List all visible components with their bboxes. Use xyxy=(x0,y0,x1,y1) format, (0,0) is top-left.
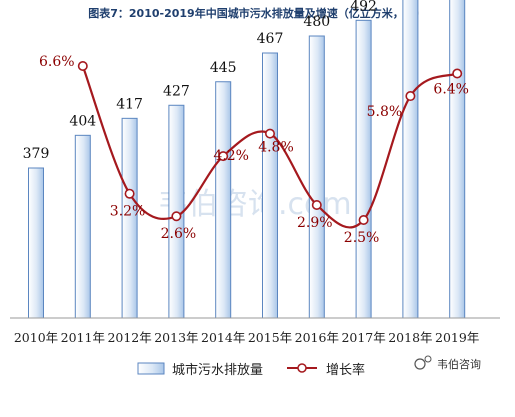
bar-8 xyxy=(402,0,419,319)
bar-value-label-7: 492 xyxy=(350,0,377,14)
bar-0 xyxy=(28,167,44,319)
bar-5 xyxy=(262,52,278,319)
bar-labels-layer: 379404417427445467480492521555 xyxy=(23,0,377,162)
growth-rate-label-4: 4.2% xyxy=(213,148,249,164)
growth-rate-point-9 xyxy=(452,68,463,79)
line-layer xyxy=(77,60,463,229)
growth-rate-label-9: 6.4% xyxy=(433,82,469,98)
x-tick-label-5: 2015年 xyxy=(248,330,292,345)
x-tick-label-4: 2014年 xyxy=(201,330,245,345)
brand-logo-dot-icon xyxy=(424,355,432,363)
growth-rate-label-5: 4.8% xyxy=(258,140,294,156)
growth-rate-point-6 xyxy=(311,199,322,210)
bar-value-label-0: 379 xyxy=(23,146,50,162)
growth-rate-label-2: 3.2% xyxy=(110,204,146,220)
bar-4 xyxy=(215,81,232,319)
growth-rate-label-3: 2.6% xyxy=(161,226,197,242)
growth-rate-point-2 xyxy=(124,188,135,199)
bar-value-label-2: 417 xyxy=(116,96,143,112)
bar-6 xyxy=(308,35,325,319)
legend-line-marker xyxy=(297,363,307,373)
growth-rate-point-1 xyxy=(77,60,88,71)
growth-rate-label-7: 2.5% xyxy=(344,230,380,246)
rate-labels-layer: 6.6% 3.2% 2.6% 4.2% 4.8% 2.9% 2.5% 5.8% 6.4% xyxy=(39,54,469,246)
growth-rate-point-3 xyxy=(171,211,182,222)
legend-bar-swatch xyxy=(137,362,165,375)
bar-value-label-3: 427 xyxy=(163,83,190,99)
x-tick-label-3: 2013年 xyxy=(154,330,198,345)
legend: 城市污水排放量 增长率 xyxy=(137,362,365,378)
bar-9 xyxy=(449,0,466,319)
growth-rate-point-7 xyxy=(358,215,369,226)
legend-line-label: 增长率 xyxy=(326,362,365,378)
bar-value-label-5: 467 xyxy=(257,31,284,47)
growth-rate-point-5 xyxy=(264,128,275,139)
legend-bar-label: 城市污水排放量 xyxy=(172,362,263,378)
x-tick-label-2: 2012年 xyxy=(107,330,151,345)
brand-mark: 韦伯咨询 xyxy=(414,355,481,371)
growth-rate-label-8: 5.8% xyxy=(367,104,403,120)
chart-title: 图表7：2010-2019年中国城市污水排放量及增速（亿立方米，%） xyxy=(88,6,425,20)
bar-7 xyxy=(355,19,372,319)
x-tick-labels: 2010年 2011年 2012年 2013年 2014年 2015年 2016年 2017年… xyxy=(14,330,480,345)
x-tick-label-1: 2011年 xyxy=(61,330,105,345)
bar-value-label-1: 404 xyxy=(69,113,96,129)
growth-rate-point-4 xyxy=(218,151,229,162)
bar-value-label-6: 480 xyxy=(303,14,330,30)
brand-logo-icon xyxy=(414,358,426,370)
x-tick-label-6: 2016年 xyxy=(295,330,339,345)
growth-rate-label-6: 2.9% xyxy=(297,215,333,231)
brand-label: 韦伯咨询 xyxy=(437,357,481,371)
bar-value-label-4: 445 xyxy=(210,60,237,76)
x-tick-label-0: 2010年 xyxy=(14,330,58,345)
bar-1 xyxy=(74,134,91,319)
growth-rate-label-1: 6.6% xyxy=(39,54,75,70)
x-tick-label-8: 2018年 xyxy=(388,330,432,345)
x-tick-label-9: 2019年 xyxy=(435,330,479,345)
growth-rate-point-8 xyxy=(405,91,416,102)
x-tick-label-7: 2017年 xyxy=(341,330,385,345)
